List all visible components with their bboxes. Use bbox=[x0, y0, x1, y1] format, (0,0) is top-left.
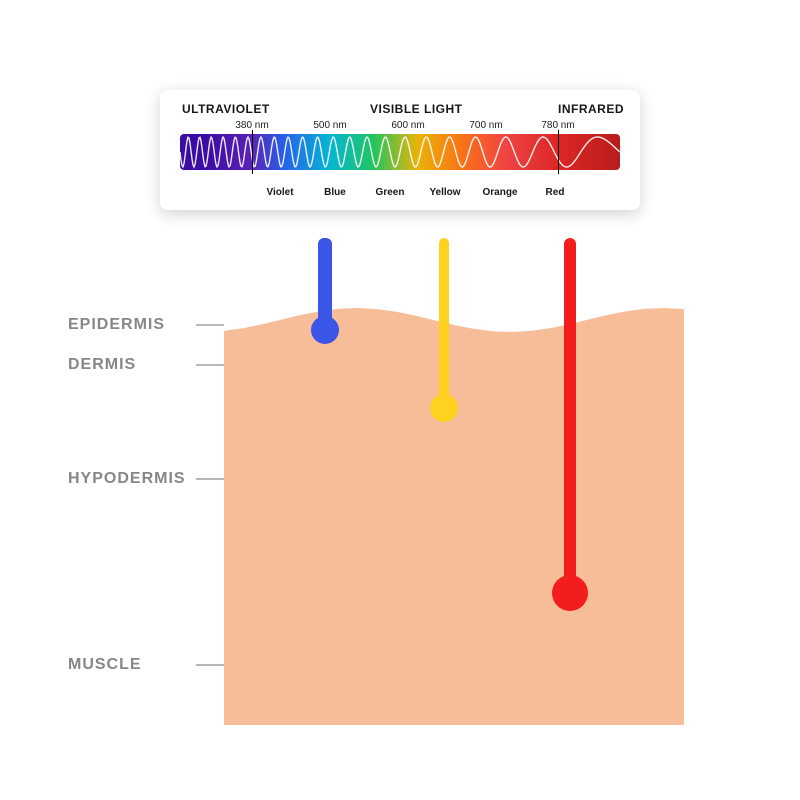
color-violet: Violet bbox=[266, 187, 293, 198]
color-green: Green bbox=[376, 187, 405, 198]
layer-label-hypodermis: HYPODERMIS bbox=[68, 470, 186, 488]
skin-layers-icon bbox=[224, 300, 684, 725]
color-red: Red bbox=[546, 187, 565, 198]
layer-tick-hypodermis bbox=[196, 478, 224, 480]
color-blue: Blue bbox=[324, 187, 346, 198]
spectrum-label-infrared: INFRARED bbox=[558, 102, 624, 116]
nm-600: 600 nm bbox=[391, 120, 424, 131]
probe-blue bbox=[318, 238, 332, 330]
layer-tick-dermis bbox=[196, 364, 224, 366]
skin-cross-section bbox=[224, 300, 684, 725]
layer-label-dermis: DERMIS bbox=[68, 356, 136, 374]
spectrum-tick-380 bbox=[252, 130, 253, 174]
spectrum-wave-icon bbox=[180, 134, 620, 170]
color-yellow: Yellow bbox=[429, 187, 460, 198]
spectrum-label-uv: ULTRAVIOLET bbox=[182, 102, 270, 116]
nm-500: 500 nm bbox=[313, 120, 346, 131]
nm-700: 700 nm bbox=[469, 120, 502, 131]
layer-label-epidermis: EPIDERMIS bbox=[68, 316, 165, 334]
layer-tick-epidermis bbox=[196, 324, 224, 326]
spectrum-label-visible: VISIBLE LIGHT bbox=[370, 102, 463, 116]
probe-red bbox=[564, 238, 576, 593]
layer-epidermis bbox=[224, 308, 684, 725]
spectrum-tick-780 bbox=[558, 130, 559, 174]
probe-yellow bbox=[439, 238, 449, 408]
spectrum-bar bbox=[180, 134, 620, 170]
layer-tick-muscle bbox=[196, 664, 224, 666]
color-orange: Orange bbox=[482, 187, 517, 198]
diagram-stage: ULTRAVIOLET VISIBLE LIGHT INFRARED 380 n… bbox=[0, 0, 800, 800]
spectrum-panel: ULTRAVIOLET VISIBLE LIGHT INFRARED 380 n… bbox=[160, 90, 640, 210]
layer-label-muscle: MUSCLE bbox=[68, 656, 142, 674]
